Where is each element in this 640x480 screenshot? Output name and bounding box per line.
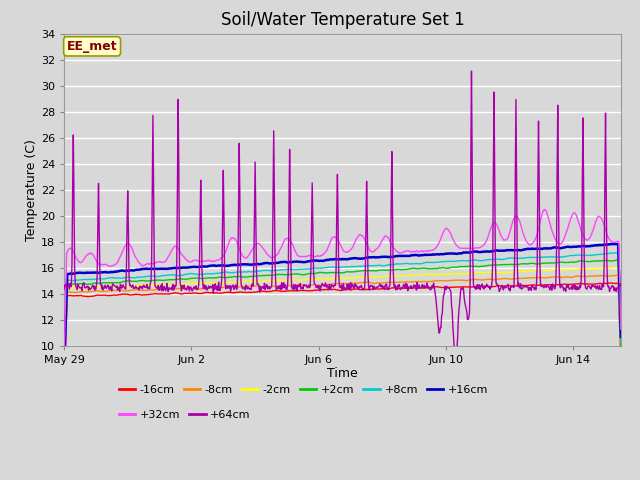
Y-axis label: Temperature (C): Temperature (C) (25, 139, 38, 240)
X-axis label: Time: Time (327, 367, 358, 381)
Legend: +32cm, +64cm: +32cm, +64cm (114, 406, 255, 424)
Title: Soil/Water Temperature Set 1: Soil/Water Temperature Set 1 (221, 11, 464, 29)
Text: EE_met: EE_met (67, 40, 117, 53)
